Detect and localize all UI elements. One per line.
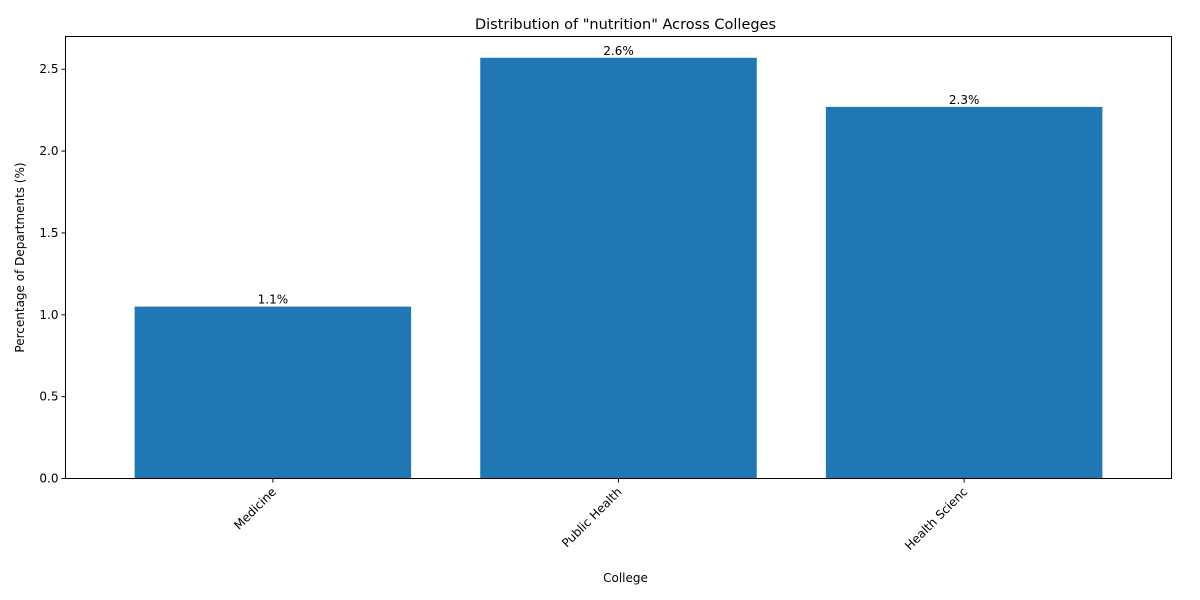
bar-value-label: 2.3%	[949, 93, 980, 107]
bar-health-scienc	[825, 106, 1103, 479]
bar-value-label: 1.1%	[258, 293, 289, 307]
y-tick-label: 2.5	[39, 62, 58, 76]
y-axis-ticks: 0.0 0.5 1.0 1.5 2.0 2.5	[39, 62, 66, 486]
bar-labels-group: 1.1% 2.6% 2.3%	[258, 44, 980, 307]
plot-frame	[65, 36, 1172, 479]
y-tick-label: 2.0	[39, 144, 58, 158]
chart-title: Distribution of "nutrition" Across Colle…	[475, 17, 776, 33]
x-axis-ticks: Medicine Public Health Health Scienc	[231, 478, 970, 553]
y-axis-label: Percentage of Departments (%)	[13, 162, 27, 352]
x-tick-label: Health Scienc	[902, 485, 970, 553]
y-tick-label: 1.5	[39, 226, 58, 240]
y-tick-label: 0.0	[39, 472, 58, 486]
x-tick-label: Public Health	[559, 485, 625, 551]
bars-group	[134, 57, 1103, 479]
y-tick-label: 1.0	[39, 308, 58, 322]
x-tick-label: Medicine	[231, 485, 279, 533]
y-tick-label: 0.5	[39, 390, 58, 404]
bar-value-label: 2.6%	[603, 44, 634, 58]
bar-medicine	[134, 306, 412, 479]
x-axis-label: College	[603, 571, 648, 585]
bar-public-health	[480, 57, 757, 479]
